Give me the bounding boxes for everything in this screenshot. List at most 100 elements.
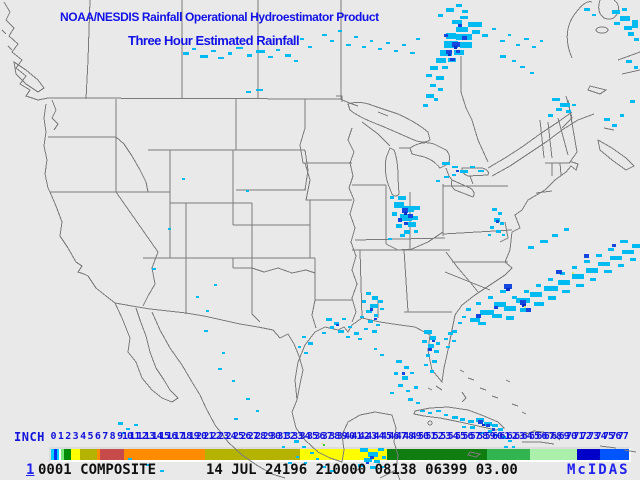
scale-tick: 32 [284,431,296,442]
color-scale-segment [124,449,205,460]
color-scale-segment [577,449,600,460]
scale-tick: 33 [292,431,303,442]
scale-tick: 4 [80,431,86,442]
scale-tick: 26 [240,431,251,442]
scale-tick: 42 [358,431,370,442]
scale-tick: 5 [87,431,93,442]
scale-tick: 66 [536,431,547,442]
scale-tick: 11 [129,431,140,442]
color-scale-segment [97,449,100,460]
scale-tick: 55 [454,431,466,442]
scale-tick: 2 [65,431,71,442]
scale-tick: 52 [432,431,444,442]
scale-tick: 43 [366,431,377,442]
product-subtitle: Three Hour Estimated Rainfall [128,33,300,48]
mcidas-brand: McIDAS [567,462,630,478]
rain-light-pixels [118,4,640,472]
scale-tick: 71 [573,431,584,442]
status-bar: 1 0001 COMPOSITE 14 JUL 24196 210000 081… [0,462,640,478]
color-scale-segment [530,449,577,460]
color-scale-segment [100,449,124,460]
scale-tick: 77 [617,431,629,442]
scale-tick: 36 [314,431,325,442]
product-title: NOAA/NESDIS Rainfall Operational Hydroes… [60,10,379,24]
scale-tick: 58 [477,431,488,442]
color-scale-segment [80,449,97,460]
scale-tick: 41 [351,431,362,442]
scale-tick: 47 [395,431,407,442]
scale-tick: 30 [269,431,281,442]
scale-tick: 49 [410,431,422,442]
color-scale-segment [61,449,64,460]
frame-number: 1 [26,462,35,478]
scale-tick: 46 [388,431,399,442]
scale-tick: 16 [166,431,177,442]
scale-unit-label: INCH [14,430,45,444]
scale-tick: 44 [373,431,385,442]
color-scale-segment [487,449,530,460]
scale-tick: 61 [499,431,510,442]
scale-tick: 63 [514,431,525,442]
scale-tick: 38 [329,431,340,442]
rain-core-dots [321,272,574,446]
scale-tick: 21 [203,431,214,442]
scale-tick: 31 [277,431,288,442]
scale-tick: 73 [588,431,599,442]
scale-tick: 37 [321,431,333,442]
scale-tick: 64 [521,431,533,442]
scale-tick: 54 [447,431,459,442]
scale-tick: 48 [403,431,414,442]
scale-tick: 6 [94,431,101,442]
color-scale-segment [600,449,629,460]
color-scale-segment [57,449,59,460]
scale-tick: 29 [262,431,274,442]
scale-tick: 62 [506,431,518,442]
color-scale-segment [205,449,300,460]
scale-label-row: INCH 0 1 2 3 4 5 6 7 8 9 10 11 12 13 14 15 16 17 18 19 20 21 2… [0,430,640,444]
scale-tick: 19 [188,431,200,442]
scale-tick: 40 [343,431,355,442]
scale-tick: 50 [417,431,429,442]
scale-tick: 67 [543,431,555,442]
scale-tick: 76 [610,431,621,442]
scale-tick: 70 [565,431,577,442]
scale-tick: 3 [72,431,79,442]
scale-tick: 35 [306,431,318,442]
scale-tick: 0 [50,431,56,442]
scale-tick: 9 [117,431,123,442]
scale-tick: 72 [580,431,592,442]
scale-tick: 51 [425,431,436,442]
color-scale-segment [54,449,57,460]
scale-tick: 20 [195,431,207,442]
scale-tick: 68 [551,431,562,442]
scale-tick: 27 [247,431,259,442]
scale-tick: 14 [151,431,163,442]
scale-tick: 45 [380,431,392,442]
color-scale-segment [64,449,71,460]
scale-tick: 15 [158,431,170,442]
scale-tick: 23 [218,431,229,442]
scale-tick: 57 [469,431,481,442]
scale-tick: 7 [102,431,108,442]
scale-tick: 53 [440,431,451,442]
color-scale-segment [51,449,54,460]
datetime-text: 14 JUL 24196 210000 08138 06399 03.00 [206,462,518,478]
scale-tick: 17 [173,431,185,442]
scale-tick: 10 [121,431,133,442]
scale-tick: 60 [491,431,503,442]
scale-tick: 75 [602,431,614,442]
color-scale-segment [59,449,61,460]
scale-tick: 8 [109,431,116,442]
scale-tick: 22 [210,431,222,442]
color-scale-segment [71,449,80,460]
scale-tick: 69 [558,431,570,442]
scale-tick: 65 [528,431,540,442]
rain-deep-pixels [404,46,526,426]
scale-tick: 1 [57,431,64,442]
scale-tick: 13 [144,431,155,442]
scale-tick: 39 [336,431,348,442]
color-scale-segment [387,449,487,460]
